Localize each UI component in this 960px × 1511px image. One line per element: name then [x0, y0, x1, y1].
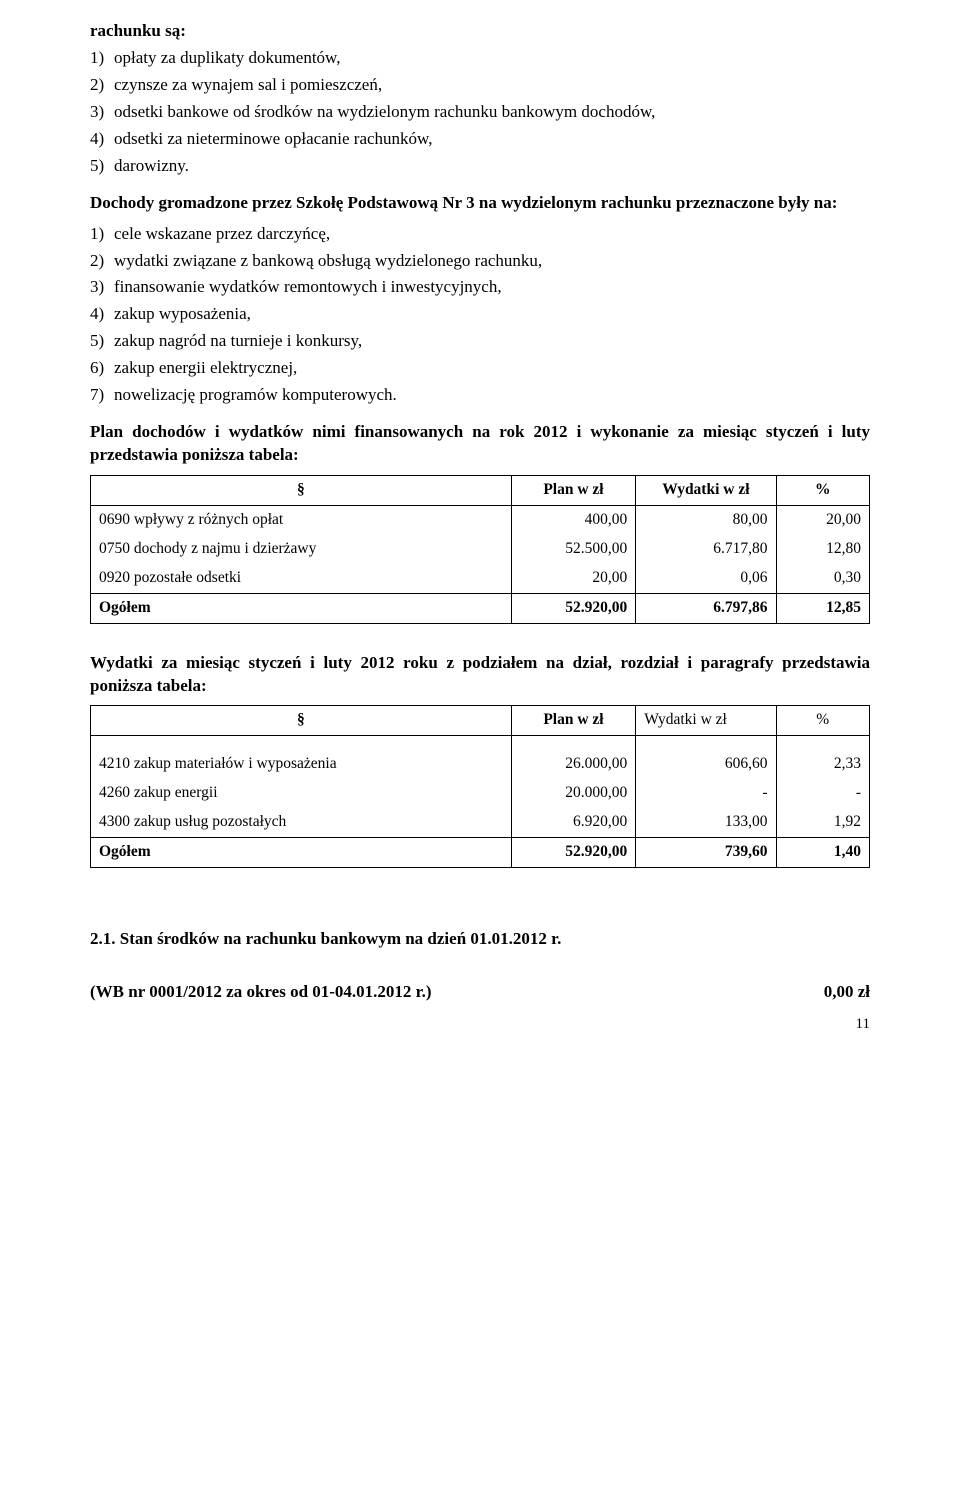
- cell-plan: 6.920,00: [511, 808, 636, 837]
- list-item: 4)odsetki za nieterminowe opłacanie rach…: [90, 128, 870, 151]
- total-wyd: 739,60: [636, 838, 776, 868]
- total-plan: 52.920,00: [511, 838, 636, 868]
- footer-line2-right: 0,00 zł: [824, 981, 870, 1004]
- total-pct: 1,40: [776, 838, 869, 868]
- cell-plan: 400,00: [511, 505, 636, 534]
- list-item-text: wydatki związane z bankową obsługą wydzi…: [114, 250, 870, 273]
- list-item: 2)czynsze za wynajem sal i pomieszczeń,: [90, 74, 870, 97]
- list-item-number: 5): [90, 155, 114, 178]
- header-plan: Plan w zł: [511, 476, 636, 506]
- list-item-number: 1): [90, 223, 114, 246]
- table-row: 4260 zakup energii20.000,00--: [91, 779, 870, 808]
- cell-pct: -: [776, 779, 869, 808]
- header-plan: Plan w zł: [511, 706, 636, 736]
- cell-plan: 20,00: [511, 564, 636, 593]
- list-item-number: 6): [90, 357, 114, 380]
- list-item: 5)zakup nagród na turnieje i konkursy,: [90, 330, 870, 353]
- table-row: 0690 wpływy z różnych opłat400,0080,0020…: [91, 505, 870, 534]
- table2-caption: Wydatki za miesiąc styczeń i luty 2012 r…: [90, 652, 870, 698]
- cell-wyd: 0,06: [636, 564, 776, 593]
- list-item-number: 2): [90, 74, 114, 97]
- total-label: Ogółem: [91, 593, 512, 623]
- cell-label: 0750 dochody z najmu i dzierżawy: [91, 535, 512, 564]
- header-paragraph: §: [91, 706, 512, 736]
- cell-pct: 1,92: [776, 808, 869, 837]
- cell-pct: 20,00: [776, 505, 869, 534]
- list-item-number: 4): [90, 303, 114, 326]
- list-item-number: 3): [90, 276, 114, 299]
- footer-line2: (WB nr 0001/2012 za okres od 01-04.01.20…: [90, 981, 870, 1004]
- list-a: 1)opłaty za duplikaty dokumentów,2)czyns…: [90, 47, 870, 178]
- list-item-number: 1): [90, 47, 114, 70]
- total-plan: 52.920,00: [511, 593, 636, 623]
- total-label: Ogółem: [91, 838, 512, 868]
- header-wydatki: Wydatki w zł: [636, 476, 776, 506]
- list-item-text: odsetki bankowe od środków na wydzielony…: [114, 101, 870, 124]
- header-paragraph: §: [91, 476, 512, 506]
- list-item-text: czynsze za wynajem sal i pomieszczeń,: [114, 74, 870, 97]
- cell-wyd: 133,00: [636, 808, 776, 837]
- table-row: 4300 zakup usług pozostałych6.920,00133,…: [91, 808, 870, 837]
- cell-wyd: 80,00: [636, 505, 776, 534]
- table1-caption: Plan dochodów i wydatków nimi finansowan…: [90, 421, 870, 467]
- table-total-row: Ogółem 52.920,00 6.797,86 12,85: [91, 593, 870, 623]
- list-item-text: cele wskazane przez darczyńcę,: [114, 223, 870, 246]
- cell-pct: 12,80: [776, 535, 869, 564]
- table-header-row: § Plan w zł Wydatki w zł %: [91, 476, 870, 506]
- table-header-row: § Plan w zł Wydatki w zł %: [91, 706, 870, 736]
- list-item: 7)nowelizację programów komputerowych.: [90, 384, 870, 407]
- list-item: 1)cele wskazane przez darczyńcę,: [90, 223, 870, 246]
- table-row: 4210 zakup materiałów i wyposażenia26.00…: [91, 736, 870, 779]
- total-pct: 12,85: [776, 593, 869, 623]
- list-item: 2)wydatki związane z bankową obsługą wyd…: [90, 250, 870, 273]
- cell-pct: 2,33: [776, 736, 869, 779]
- cell-label: 4300 zakup usług pozostałych: [91, 808, 512, 837]
- header-percent: %: [776, 476, 869, 506]
- footer-line2-left: (WB nr 0001/2012 za okres od 01-04.01.20…: [90, 981, 432, 1004]
- list-item: 5)darowizny.: [90, 155, 870, 178]
- list-item-text: zakup energii elektrycznej,: [114, 357, 870, 380]
- list-item-text: finansowanie wydatków remontowych i inwe…: [114, 276, 870, 299]
- cell-label: 4260 zakup energii: [91, 779, 512, 808]
- footer-line1: 2.1. Stan środków na rachunku bankowym n…: [90, 928, 870, 951]
- cell-wyd: 6.717,80: [636, 535, 776, 564]
- table-row: 0920 pozostałe odsetki20,000,060,30: [91, 564, 870, 593]
- table-total-row: Ogółem 52.920,00 739,60 1,40: [91, 838, 870, 868]
- total-wyd: 6.797,86: [636, 593, 776, 623]
- table-wydatki: § Plan w zł Wydatki w zł % 4210 zakup ma…: [90, 705, 870, 868]
- cell-plan: 52.500,00: [511, 535, 636, 564]
- list-item-text: nowelizację programów komputerowych.: [114, 384, 870, 407]
- list-item-text: odsetki za nieterminowe opłacanie rachun…: [114, 128, 870, 151]
- intro-heading: rachunku są:: [90, 20, 870, 43]
- list-item-text: opłaty za duplikaty dokumentów,: [114, 47, 870, 70]
- list-item-text: zakup wyposażenia,: [114, 303, 870, 326]
- header-percent: %: [776, 706, 869, 736]
- list-item-number: 4): [90, 128, 114, 151]
- list-item-number: 7): [90, 384, 114, 407]
- header-wydatki: Wydatki w zł: [636, 706, 776, 736]
- list-item-number: 5): [90, 330, 114, 353]
- list-item: 4)zakup wyposażenia,: [90, 303, 870, 326]
- table-dochody: § Plan w zł Wydatki w zł % 0690 wpływy z…: [90, 475, 870, 624]
- page-number: 11: [90, 1014, 870, 1034]
- cell-label: 0920 pozostałe odsetki: [91, 564, 512, 593]
- list-item: 3)finansowanie wydatków remontowych i in…: [90, 276, 870, 299]
- list-item: 6)zakup energii elektrycznej,: [90, 357, 870, 380]
- list-item-number: 3): [90, 101, 114, 124]
- list-item: 1)opłaty za duplikaty dokumentów,: [90, 47, 870, 70]
- table-row: 0750 dochody z najmu i dzierżawy52.500,0…: [91, 535, 870, 564]
- cell-plan: 20.000,00: [511, 779, 636, 808]
- list-item: 3)odsetki bankowe od środków na wydzielo…: [90, 101, 870, 124]
- section-heading: Dochody gromadzone przez Szkołę Podstawo…: [90, 192, 870, 215]
- cell-plan: 26.000,00: [511, 736, 636, 779]
- cell-label: 0690 wpływy z różnych opłat: [91, 505, 512, 534]
- list-item-text: darowizny.: [114, 155, 870, 178]
- cell-wyd: -: [636, 779, 776, 808]
- cell-pct: 0,30: [776, 564, 869, 593]
- cell-wyd: 606,60: [636, 736, 776, 779]
- cell-label: 4210 zakup materiałów i wyposażenia: [91, 736, 512, 779]
- list-item-text: zakup nagród na turnieje i konkursy,: [114, 330, 870, 353]
- list-item-number: 2): [90, 250, 114, 273]
- list-b: 1)cele wskazane przez darczyńcę,2)wydatk…: [90, 223, 870, 408]
